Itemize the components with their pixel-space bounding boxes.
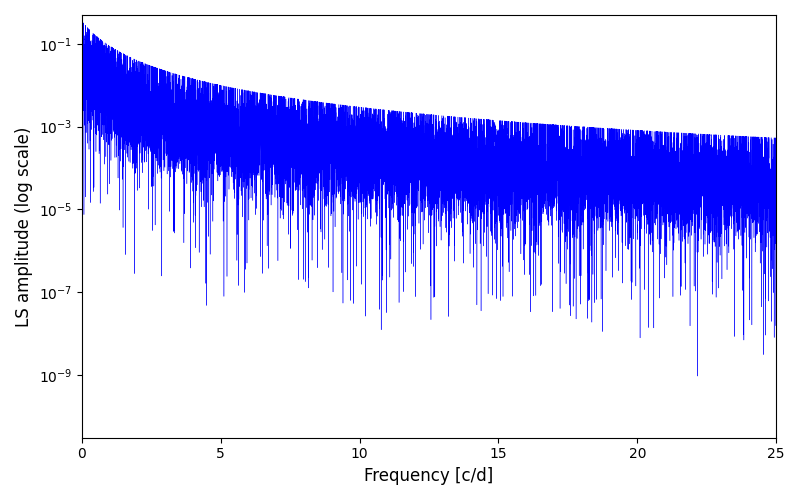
X-axis label: Frequency [c/d]: Frequency [c/d] (364, 467, 494, 485)
Y-axis label: LS amplitude (log scale): LS amplitude (log scale) (15, 126, 33, 326)
